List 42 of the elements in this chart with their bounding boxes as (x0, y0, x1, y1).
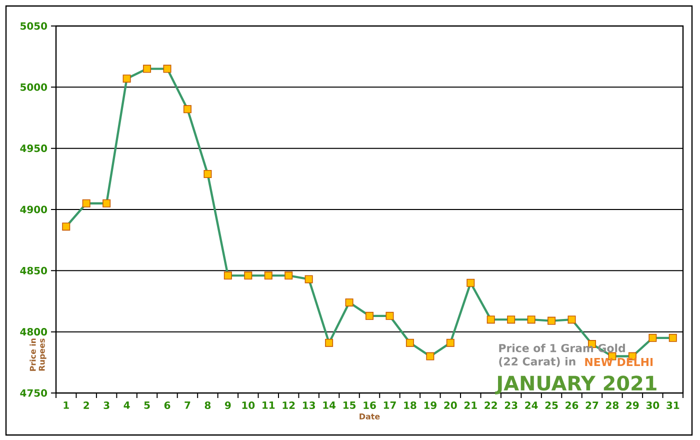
x-tick-label: 5 (144, 402, 150, 409)
x-tick-label: 17 (384, 402, 396, 409)
x-tick-label: 14 (323, 402, 336, 409)
x-tick-label: 26 (566, 401, 578, 410)
y-tick-label: 4850 (20, 266, 48, 274)
x-tick-label: 23 (504, 401, 518, 410)
x-tick-label: 28 (606, 401, 619, 410)
y-tick-label: 4750 (20, 389, 48, 397)
x-tick-label: 29 (626, 401, 639, 410)
y-tick-label: 4900 (20, 206, 48, 214)
x-tick-label: 20 (444, 401, 457, 410)
x-tick-label: 2 (84, 401, 89, 409)
x-tick-label: 21 (464, 401, 477, 409)
x-tick-label: 18 (404, 401, 416, 410)
y-tick-label: 4950 (20, 144, 48, 152)
x-tick-label: 22 (484, 401, 497, 409)
x-tick-label: 7 (184, 402, 190, 409)
x-tick-label: 31 (666, 401, 680, 410)
x-tick-label: 11 (262, 402, 275, 409)
x-tick-label: 1 (64, 402, 69, 409)
annotation: (22 Carat) in (499, 357, 576, 367)
y-tick-label: 4800 (20, 328, 48, 336)
x-tick-label: 25 (545, 401, 558, 410)
x-tick-label: 19 (424, 402, 436, 410)
x-tick-label: 9 (224, 402, 231, 410)
x-tick-label: 6 (164, 402, 170, 410)
x-tick-label: 3 (104, 401, 110, 410)
x-tick-label: 27 (586, 401, 598, 409)
x-tick-label: 16 (364, 402, 376, 410)
x-tick-label: 30 (646, 401, 660, 410)
x-tick-label: 4 (124, 402, 130, 409)
x-tick-label: 10 (242, 401, 255, 410)
x-tick-label: 13 (303, 401, 315, 410)
x-tick-label: 12 (282, 401, 295, 409)
x-tick-label: 8 (204, 401, 211, 410)
annotation: NEW DELHI (585, 358, 653, 366)
y-tick-label: 5000 (20, 83, 48, 91)
x-tick-label: 15 (343, 402, 356, 409)
annotation: Price of 1 Gram Gold (499, 344, 625, 352)
x-tick-label: 24 (525, 401, 538, 409)
annotation: JANUARY 2021 (495, 376, 656, 394)
y-tick-label: 5050 (20, 22, 48, 30)
